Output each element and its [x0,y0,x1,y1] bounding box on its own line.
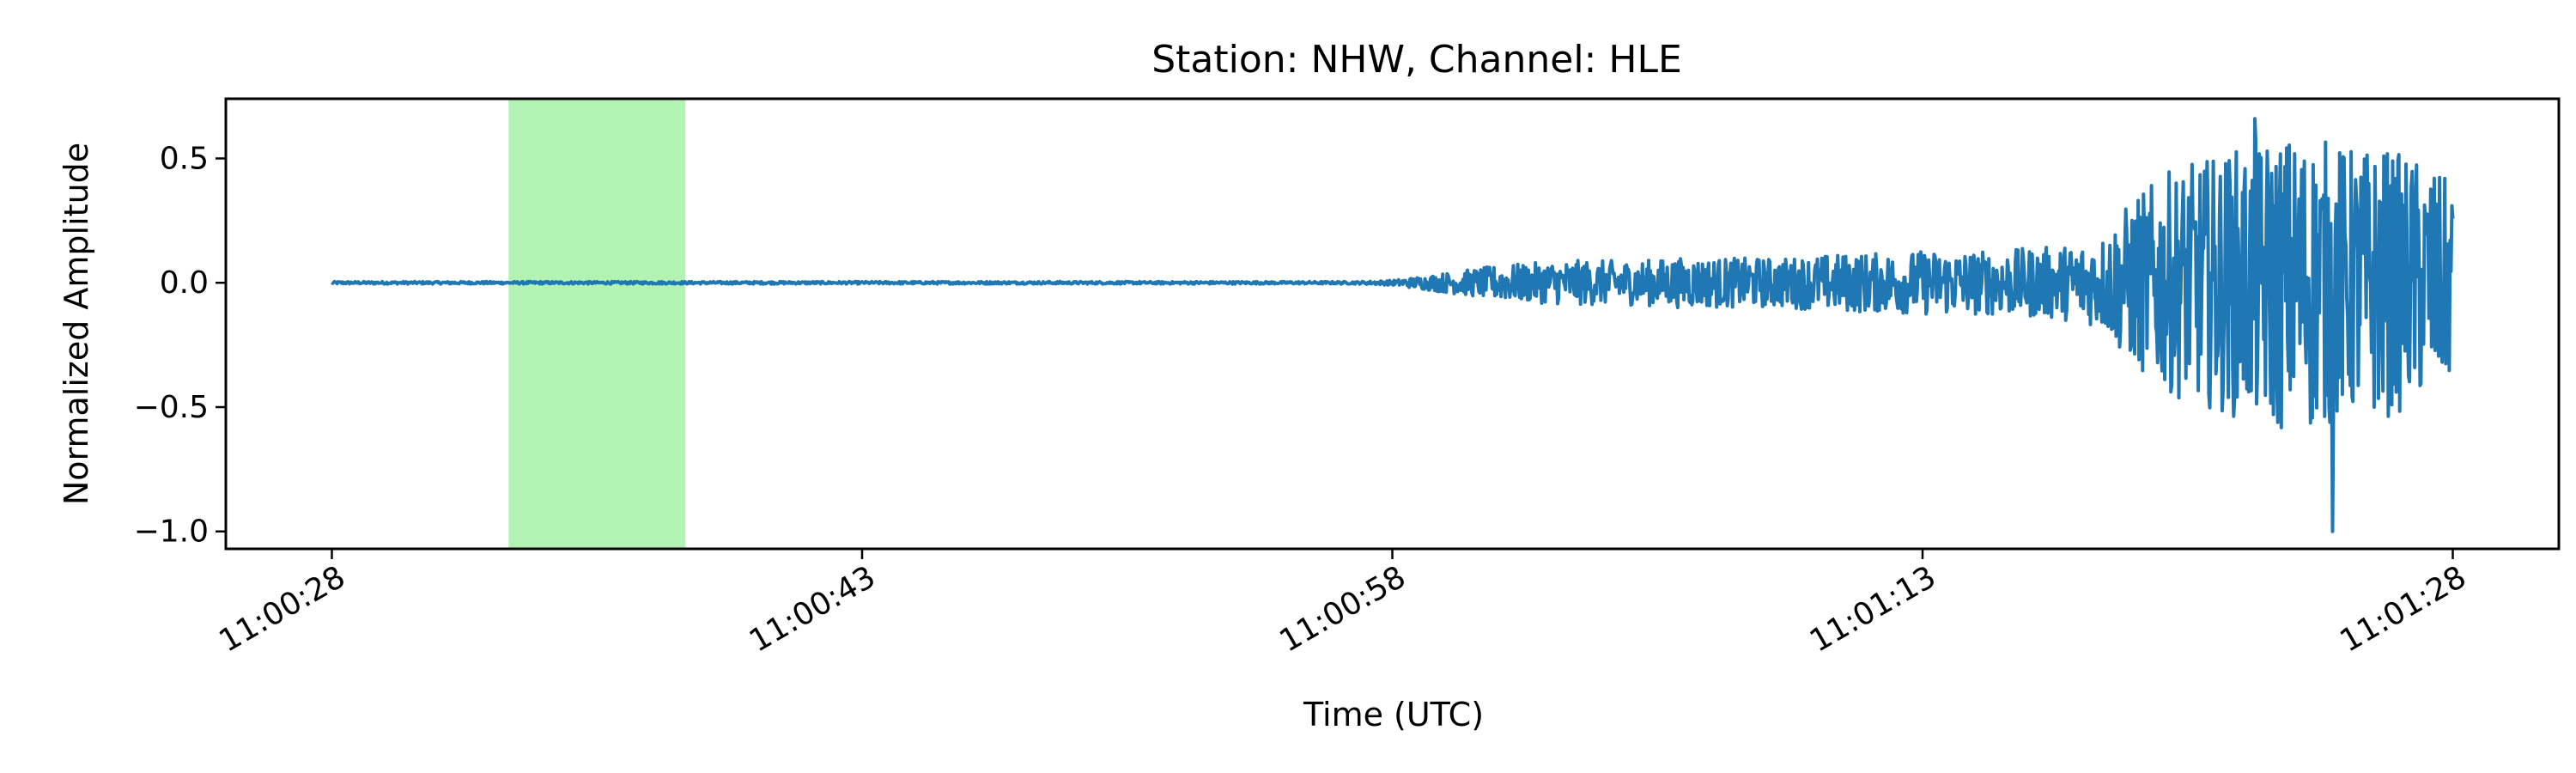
x-tick-label: 11:00:43 [744,559,882,659]
waveform-line [331,117,2455,533]
x-axis: 11:00:28 11:00:43 11:00:58 11:01:13 11:01:28 [213,549,2472,660]
x-tick-label: 11:00:28 [213,559,351,659]
plot-area [331,99,2455,549]
y-tick-label: −0.5 [134,390,209,425]
highlight-window [508,99,686,549]
x-axis-label: Time (UTC) [1303,696,1484,733]
x-tick-label: 11:01:28 [2334,559,2472,659]
y-axis-label: Normalized Amplitude [58,143,95,505]
x-tick-label: 11:00:58 [1273,559,1412,659]
x-tick-label: 11:01:13 [1804,559,1942,659]
y-tick-label: −1.0 [134,514,209,550]
y-tick-label: 0.0 [160,265,209,301]
y-tick-label: 0.5 [160,141,209,176]
chart-title: Station: NHW, Channel: HLE [1151,38,1682,82]
y-axis: 0.5 0.0 −0.5 −1.0 [134,141,226,550]
